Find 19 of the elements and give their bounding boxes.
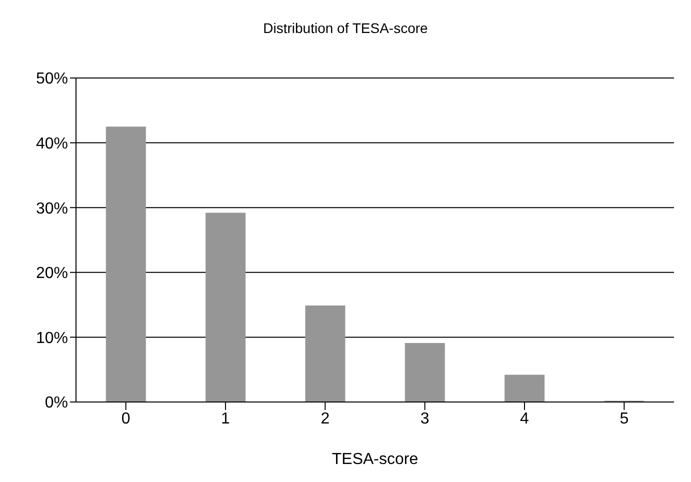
y-tick-label: 10%	[36, 330, 68, 347]
bar	[305, 305, 346, 402]
x-tick-label: 3	[420, 410, 430, 428]
bar	[404, 343, 445, 402]
y-tick-label: 40%	[36, 135, 68, 152]
x-tick-label: 1	[221, 410, 230, 428]
y-tick-label: 0%	[44, 394, 68, 412]
y-tick-label: 30%	[36, 200, 68, 218]
y-tick-label: 20%	[36, 265, 68, 282]
bar	[106, 126, 146, 402]
y-tick-label: 50%	[36, 70, 68, 88]
bar	[504, 374, 545, 402]
chart-title: Distribution of TESA-score	[262, 19, 429, 38]
x-tick-label: 0	[121, 410, 130, 428]
x-tick-label: 4	[520, 410, 530, 428]
x-tick-label: 2	[320, 410, 330, 428]
x-tick-label: 5	[620, 410, 629, 428]
x-axis-title: TESA-score	[332, 451, 418, 468]
bar	[206, 212, 246, 402]
